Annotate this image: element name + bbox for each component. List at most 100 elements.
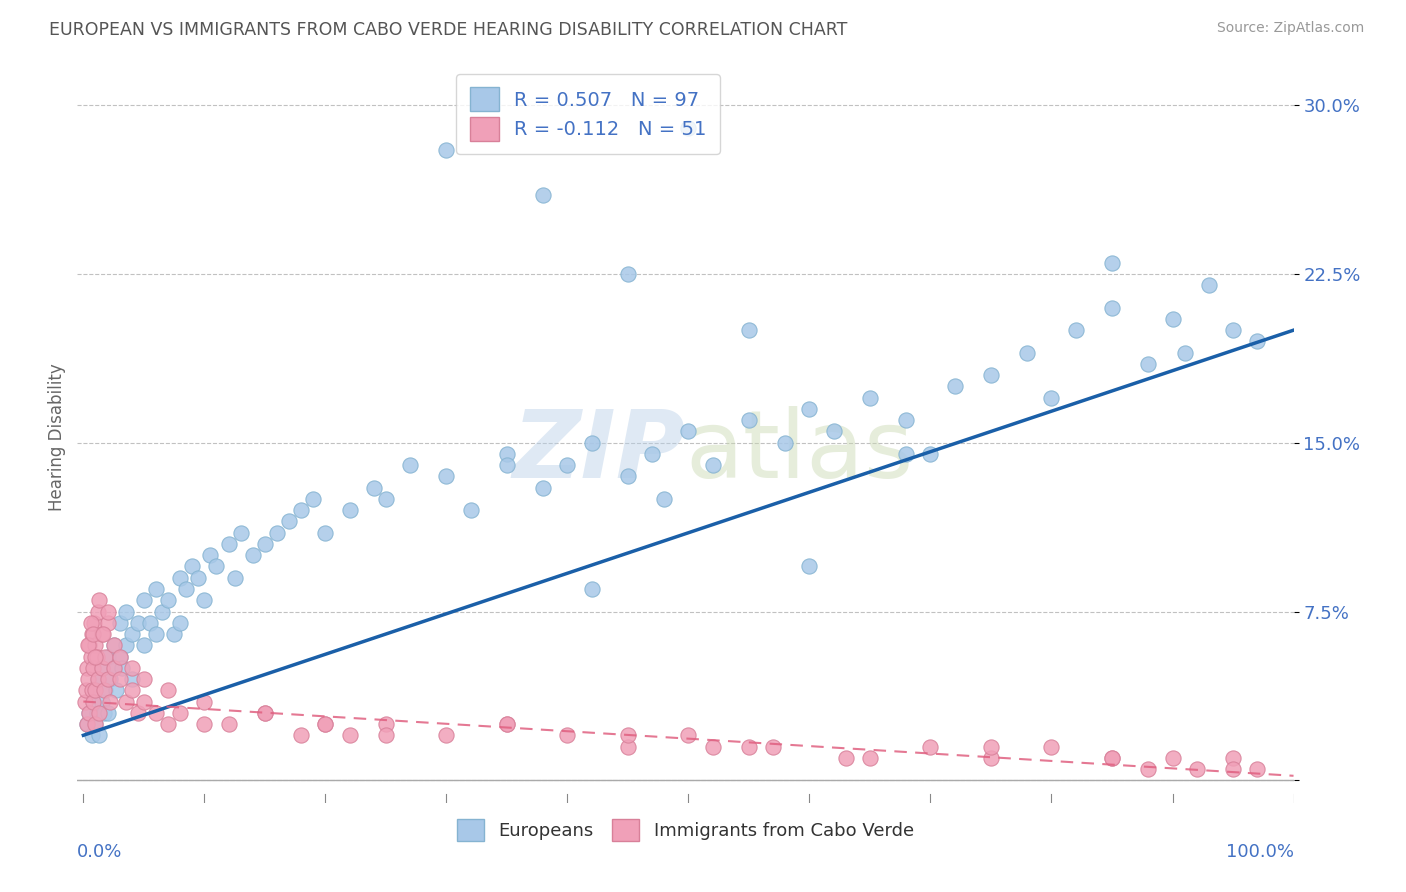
Point (859, 751, 882, 765)
Point (87, 728, 110, 742)
Point (1101, 301, 1123, 315)
Point (678, 425, 700, 439)
Point (79, 706, 101, 720)
Point (496, 458, 519, 473)
Point (76, 661, 98, 675)
Point (145, 706, 167, 720)
Text: Source: ZipAtlas.com: Source: ZipAtlas.com (1216, 21, 1364, 35)
Point (90, 694, 112, 708)
Point (253, 537, 276, 551)
Point (77, 672, 100, 686)
Point (145, 627, 167, 641)
Point (314, 525, 336, 540)
Point (835, 751, 858, 765)
Point (90, 661, 112, 675)
Point (84, 683, 107, 698)
Point (90, 627, 112, 641)
Point (762, 739, 785, 754)
Point (1137, 357, 1160, 371)
Point (80, 627, 103, 641)
Point (82, 694, 104, 708)
Point (127, 706, 149, 720)
Point (97, 672, 120, 686)
Point (169, 706, 191, 720)
Point (339, 728, 361, 742)
Point (581, 582, 603, 596)
Text: 100.0%: 100.0% (1226, 843, 1294, 861)
Point (1222, 751, 1244, 765)
Point (266, 525, 288, 540)
Point (205, 559, 228, 574)
Point (617, 469, 640, 483)
Point (84, 717, 107, 731)
Point (641, 447, 664, 461)
Point (775, 435, 797, 450)
Point (103, 661, 125, 675)
Point (87, 593, 110, 607)
Point (314, 717, 336, 731)
Point (98, 694, 121, 708)
Point (84, 717, 107, 731)
Point (1101, 751, 1123, 765)
Point (87, 672, 110, 686)
Point (163, 627, 186, 641)
Point (1246, 762, 1268, 776)
Point (87, 605, 110, 619)
Point (75, 683, 97, 698)
Point (980, 751, 1002, 765)
Point (496, 717, 519, 731)
Point (97, 615, 120, 630)
Point (94, 649, 117, 664)
Point (557, 728, 579, 742)
Point (108, 649, 131, 664)
Point (103, 638, 125, 652)
Point (339, 503, 361, 517)
Point (1161, 751, 1184, 765)
Point (108, 649, 131, 664)
Point (86, 649, 108, 664)
Point (111, 661, 134, 675)
Point (76, 717, 98, 731)
Point (218, 717, 240, 731)
Point (399, 458, 422, 473)
Point (87, 672, 110, 686)
Point (436, 469, 458, 483)
Point (145, 582, 167, 596)
Point (187, 571, 209, 585)
Point (253, 706, 276, 720)
Point (132, 694, 155, 708)
Point (823, 425, 845, 439)
Point (157, 593, 180, 607)
Point (652, 491, 675, 506)
Point (193, 593, 215, 607)
Point (200, 548, 222, 562)
Point (82, 661, 104, 675)
Point (103, 638, 125, 652)
Point (678, 120, 700, 135)
Point (80, 728, 103, 742)
Point (105, 683, 128, 698)
Point (436, 143, 458, 157)
Point (193, 694, 215, 708)
Point (82, 627, 104, 641)
Point (253, 706, 276, 720)
Point (738, 413, 761, 427)
Point (436, 728, 458, 742)
Point (702, 739, 724, 754)
Point (121, 672, 143, 686)
Point (132, 593, 155, 607)
Point (1161, 312, 1184, 326)
Point (1101, 751, 1123, 765)
Point (1101, 255, 1123, 269)
Point (121, 661, 143, 675)
Point (97, 706, 120, 720)
Point (169, 571, 191, 585)
Point (97, 649, 120, 664)
Point (84, 649, 107, 664)
Point (157, 683, 180, 698)
Point (374, 717, 396, 731)
Point (460, 503, 482, 517)
Point (77, 638, 100, 652)
Point (224, 571, 246, 585)
Point (496, 717, 519, 731)
